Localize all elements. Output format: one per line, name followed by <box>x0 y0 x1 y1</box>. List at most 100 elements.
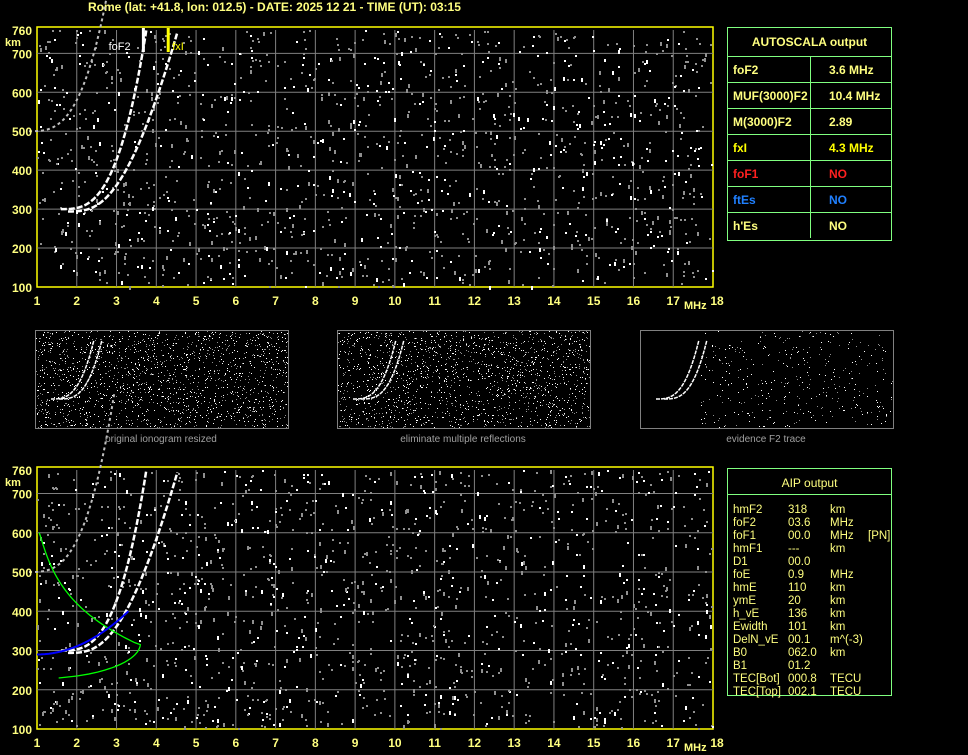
noise-dot <box>560 337 561 338</box>
noise-dot <box>96 199 98 203</box>
noise-dot <box>532 501 534 503</box>
noise-dot <box>479 401 480 402</box>
noise-dot <box>284 392 285 393</box>
noise-dot <box>627 542 629 544</box>
noise-dot <box>698 148 700 150</box>
noise-dot <box>237 652 239 654</box>
noise-dot <box>171 593 173 595</box>
noise-dot <box>132 345 133 346</box>
noise-dot <box>489 166 491 168</box>
noise-dot <box>205 336 206 337</box>
noise-dot <box>292 224 294 228</box>
noise-dot <box>53 377 54 378</box>
noise-dot <box>74 341 75 342</box>
noise-dot <box>426 277 428 279</box>
noise-dot <box>222 567 224 569</box>
noise-dot <box>101 678 103 680</box>
noise-dot <box>223 395 224 396</box>
noise-dot <box>683 271 685 273</box>
noise-dot <box>202 94 204 96</box>
noise-dot <box>631 654 633 656</box>
noise-dot <box>184 394 185 395</box>
noise-dot <box>38 100 40 104</box>
noise-dot <box>423 208 425 212</box>
noise-dot <box>234 416 235 417</box>
noise-dot <box>257 337 258 338</box>
noise-dot <box>329 147 331 151</box>
noise-dot <box>417 356 418 357</box>
x-tick-label: 15 <box>587 294 601 308</box>
noise-dot <box>344 98 346 100</box>
noise-dot <box>76 255 78 259</box>
noise-dot <box>146 153 148 155</box>
noise-dot <box>266 716 268 718</box>
noise-dot <box>166 424 167 425</box>
noise-dot <box>73 401 74 402</box>
noise-dot <box>294 618 296 620</box>
noise-dot <box>152 119 154 121</box>
noise-dot <box>361 395 362 396</box>
noise-dot <box>406 410 407 411</box>
noise-dot <box>222 47 224 51</box>
noise-dot <box>229 232 231 234</box>
noise-dot <box>146 713 148 715</box>
noise-dot <box>280 406 281 407</box>
noise-dot <box>51 423 52 424</box>
noise-dot <box>436 110 438 112</box>
noise-dot <box>210 348 211 349</box>
noise-dot <box>161 385 162 386</box>
noise-dot <box>356 424 357 425</box>
noise-dot <box>382 358 383 359</box>
noise-dot <box>374 57 376 59</box>
noise-dot <box>72 575 74 579</box>
noise-dot <box>627 143 629 147</box>
noise-dot <box>347 366 348 367</box>
noise-dot <box>213 423 214 424</box>
noise-dot <box>286 424 287 425</box>
noise-dot <box>276 361 277 362</box>
noise-dot <box>196 472 198 474</box>
noise-dot <box>453 202 455 206</box>
noise-dot <box>313 230 315 232</box>
noise-dot <box>416 569 418 571</box>
noise-dot <box>167 397 168 398</box>
noise-dot <box>626 579 628 581</box>
noise-dot <box>239 337 240 338</box>
noise-dot <box>449 557 451 559</box>
noise-dot <box>126 671 128 675</box>
noise-dot <box>350 125 352 129</box>
noise-dot <box>50 418 51 419</box>
noise-dot <box>449 687 451 689</box>
noise-dot <box>98 394 99 395</box>
noise-dot <box>53 424 54 425</box>
noise-dot <box>231 679 233 681</box>
noise-dot <box>395 197 397 199</box>
noise-dot <box>92 717 94 719</box>
noise-dot <box>72 605 74 607</box>
noise-dot <box>498 367 499 368</box>
noise-dot <box>506 211 508 215</box>
noise-dot <box>501 706 503 708</box>
noise-dot <box>401 184 403 186</box>
noise-dot <box>509 163 511 165</box>
noise-dot <box>163 355 164 356</box>
noise-dot <box>460 666 462 668</box>
noise-dot <box>249 630 251 634</box>
noise-dot <box>159 197 161 199</box>
noise-dot <box>662 683 664 687</box>
noise-dot <box>548 414 549 415</box>
noise-dot <box>90 398 91 399</box>
noise-dot <box>67 369 68 370</box>
noise-dot <box>103 347 104 348</box>
noise-dot <box>291 129 293 131</box>
noise-dot <box>79 55 81 57</box>
noise-dot <box>251 373 252 374</box>
noise-dot <box>524 366 525 367</box>
noise-dot <box>366 413 367 414</box>
noise-dot <box>78 378 79 379</box>
noise-dot <box>269 554 271 556</box>
noise-dot <box>484 31 486 33</box>
noise-dot <box>289 699 291 703</box>
noise-dot <box>190 675 192 677</box>
noise-dot <box>100 351 101 352</box>
